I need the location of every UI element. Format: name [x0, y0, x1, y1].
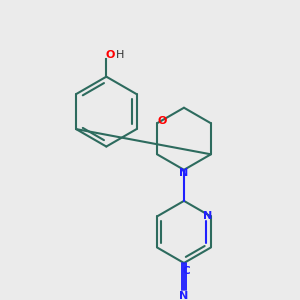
Text: N: N [203, 212, 213, 221]
Text: H: H [116, 50, 124, 60]
Text: O: O [157, 116, 167, 126]
Text: N: N [179, 168, 189, 178]
Text: O: O [106, 50, 115, 60]
Text: C: C [182, 266, 190, 276]
Text: N: N [179, 291, 189, 300]
